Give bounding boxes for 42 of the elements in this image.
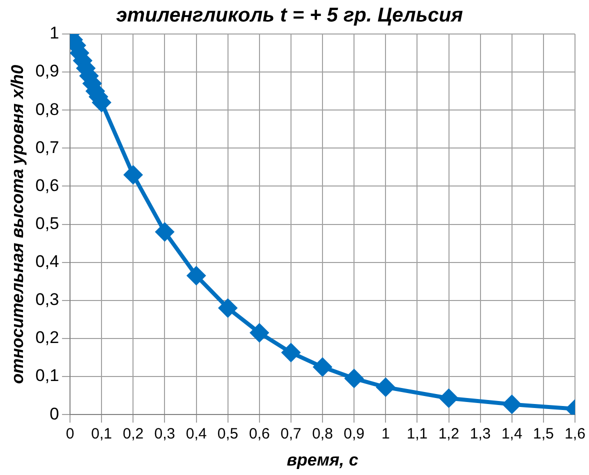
x-tick-label: 0,3: [154, 426, 176, 443]
point: [440, 389, 458, 408]
point: [250, 324, 268, 342]
point: [502, 395, 521, 414]
y-axis-title: относительная высота уровня x/h0: [8, 64, 27, 384]
x-tick-label: 0,1: [91, 426, 112, 443]
x-tick-label: 0,8: [312, 426, 333, 443]
point: [124, 166, 142, 184]
x-tick-label: 1,4: [501, 426, 522, 443]
y-tick-label: 1: [50, 24, 60, 43]
point: [187, 266, 206, 285]
point: [218, 299, 237, 318]
x-tick-label: 0,4: [186, 426, 207, 443]
point: [282, 344, 300, 362]
x-tick-label: 0,2: [122, 426, 144, 443]
y-tick-label: 0,8: [35, 100, 60, 119]
y-tick-label: 0,9: [35, 62, 60, 81]
point: [314, 358, 332, 376]
x-tick-label: 1,5: [533, 426, 554, 443]
x-tick-label: 1,3: [470, 426, 491, 443]
point: [156, 222, 174, 241]
chart-title: этиленгликоль t = + 5 гр. Цельсия: [116, 4, 464, 27]
x-axis-title: время, с: [286, 450, 359, 470]
x-tick-label: 1,6: [564, 426, 586, 443]
x-tick-label: 1,2: [438, 426, 460, 443]
y-tick-label: 0,2: [35, 328, 60, 348]
y-tick-label: 0,7: [35, 138, 60, 157]
x-tick-label: 1,1: [406, 426, 428, 443]
x-tick-label: 0: [66, 426, 74, 443]
x-tick-label: 0,5: [217, 426, 238, 443]
point: [345, 369, 364, 388]
y-tick-label: 0,1: [35, 366, 60, 386]
x-tick-label: 0,9: [344, 426, 365, 443]
y-tick-label: 0,6: [35, 176, 60, 195]
y-tick-label: 0,4: [35, 252, 60, 272]
x-tick-label: 0,7: [280, 426, 302, 443]
point: [376, 378, 395, 396]
x-tick-label: 1: [381, 426, 390, 443]
y-tick-label: 0: [50, 404, 60, 424]
x-tick-label: 0,6: [248, 426, 270, 443]
y-tick-label: 0,3: [35, 290, 60, 310]
y-tick-label: 0,5: [35, 214, 60, 233]
